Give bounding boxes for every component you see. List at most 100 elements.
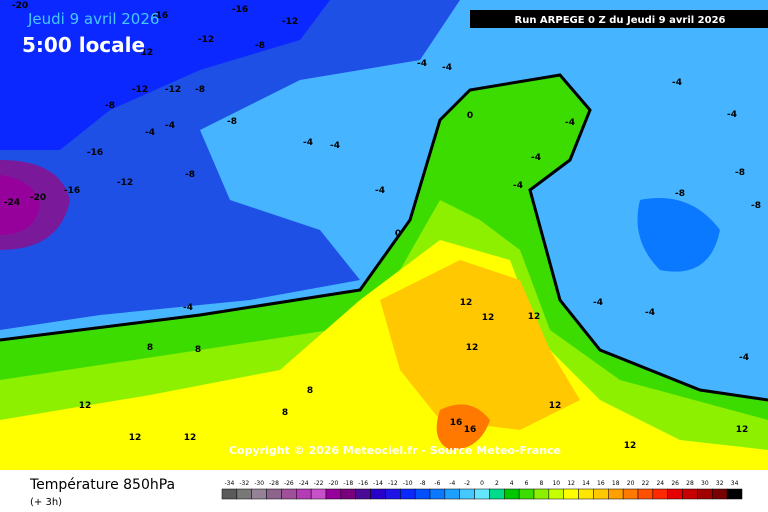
- contour-label: 12: [528, 312, 541, 322]
- contour-label: 12: [736, 425, 749, 435]
- contour-label: 8: [282, 408, 288, 418]
- contour-label: -8: [255, 41, 265, 51]
- legend-swatch: [236, 488, 252, 500]
- contour-label: 12: [624, 441, 637, 451]
- time-label: 5:00 locale: [22, 33, 145, 57]
- contour-label: -4: [417, 59, 427, 69]
- contour-label: -4: [739, 353, 749, 363]
- contour-label: 12: [184, 433, 197, 443]
- contour-label: -4: [145, 128, 155, 138]
- legend-value: 6: [525, 480, 529, 487]
- legend-value: 30: [701, 480, 709, 487]
- contour-label: -4: [727, 110, 737, 120]
- legend-value: 10: [552, 480, 560, 487]
- run-box: [470, 10, 768, 28]
- legend-swatch: [429, 488, 446, 500]
- contour-label: -8: [195, 85, 205, 95]
- legend-swatch: [266, 488, 282, 500]
- legend-value: -24: [299, 480, 309, 487]
- legend-swatch: [726, 488, 743, 500]
- legend-swatch: [489, 488, 505, 500]
- legend-swatch: [370, 488, 386, 500]
- legend-swatch: [385, 488, 401, 500]
- copyright: Copyright © 2026 Meteociel.fr - Source M…: [229, 444, 561, 457]
- legend-swatch: [682, 488, 698, 500]
- contour-label: -4: [183, 303, 193, 313]
- legend-swatch: [697, 488, 713, 500]
- contour-label: -4: [165, 121, 175, 131]
- contour-label: -12: [117, 178, 133, 188]
- contour-label: -4: [593, 298, 603, 308]
- contour-label: 0: [467, 111, 473, 121]
- contour-label: -12: [198, 35, 214, 45]
- contour-label: -4: [442, 63, 452, 73]
- legend-value: 24: [656, 480, 664, 487]
- contour-label: -4: [513, 181, 523, 191]
- legend-swatch: [593, 488, 609, 500]
- legend-value: -26: [284, 480, 294, 487]
- contour-label: -12: [282, 17, 298, 27]
- legend-value: 0: [480, 480, 484, 487]
- legend-swatch: [637, 488, 654, 500]
- legend-value: -4: [449, 480, 455, 487]
- contour-label: 12: [549, 401, 562, 411]
- legend-value: 8: [540, 480, 544, 487]
- legend-swatch: [355, 488, 371, 500]
- contour-label: 16: [464, 425, 477, 435]
- date-label: Jeudi 9 avril 2026: [27, 10, 159, 28]
- legend-swatch: [340, 488, 356, 500]
- run-label: Run ARPEGE 0 Z du Jeudi 9 avril 2026: [515, 15, 726, 26]
- legend-swatch: [622, 488, 639, 500]
- contour-label: -8: [751, 201, 761, 211]
- contour-label: -4: [565, 118, 575, 128]
- legend-value: 12: [567, 480, 575, 487]
- contour-label: -20: [12, 1, 28, 11]
- contour-label: -20: [30, 193, 46, 203]
- contour-label: -4: [531, 153, 541, 163]
- legend-swatch: [578, 488, 594, 500]
- contour-label: -8: [185, 170, 195, 180]
- legend-swatch: [251, 488, 267, 500]
- legend-value: -22: [314, 480, 324, 487]
- legend-swatch: [325, 488, 342, 500]
- legend-value: 4: [510, 480, 514, 487]
- legend-swatch: [608, 488, 624, 500]
- legend-swatch: [474, 488, 490, 500]
- legend-value: -14: [373, 480, 383, 487]
- legend-value: -32: [239, 480, 249, 487]
- legend-value: -8: [420, 480, 426, 487]
- legend-value: -28: [269, 480, 279, 487]
- contour-label: -16: [152, 11, 168, 21]
- contour-label: 8: [195, 345, 201, 355]
- legend-value: -34: [225, 480, 235, 487]
- contour-label: 0: [395, 229, 401, 239]
- contour-label: 12: [466, 343, 479, 353]
- legend-swatch: [533, 488, 550, 500]
- contour-label: -4: [672, 78, 682, 88]
- legend-value: 2: [495, 480, 499, 487]
- contour-label: 12: [129, 433, 142, 443]
- legend-value: -2: [464, 480, 470, 487]
- legend-swatch: [310, 488, 327, 500]
- legend-swatch: [459, 488, 475, 500]
- legend-swatch: [504, 488, 520, 500]
- legend-swatch: [712, 488, 728, 500]
- legend-value: 28: [686, 480, 694, 487]
- legend-value: -18: [343, 480, 353, 487]
- contour-label: -8: [675, 189, 685, 199]
- legend-swatch: [444, 488, 460, 500]
- map-background: [0, 0, 768, 470]
- legend-swatch: [296, 488, 312, 500]
- legend-value: 18: [612, 480, 620, 487]
- legend-value: -12: [388, 480, 398, 487]
- contour-label: 16: [450, 418, 463, 428]
- contour-label: -12: [137, 48, 153, 58]
- contour-label: -4: [645, 308, 655, 318]
- legend-value: 22: [642, 480, 650, 487]
- legend-value: -16: [358, 480, 368, 487]
- contour-label: 12: [79, 401, 92, 411]
- contour-label: -12: [132, 85, 148, 95]
- contour-label: -24: [4, 198, 20, 208]
- contour-label: -16: [64, 186, 80, 196]
